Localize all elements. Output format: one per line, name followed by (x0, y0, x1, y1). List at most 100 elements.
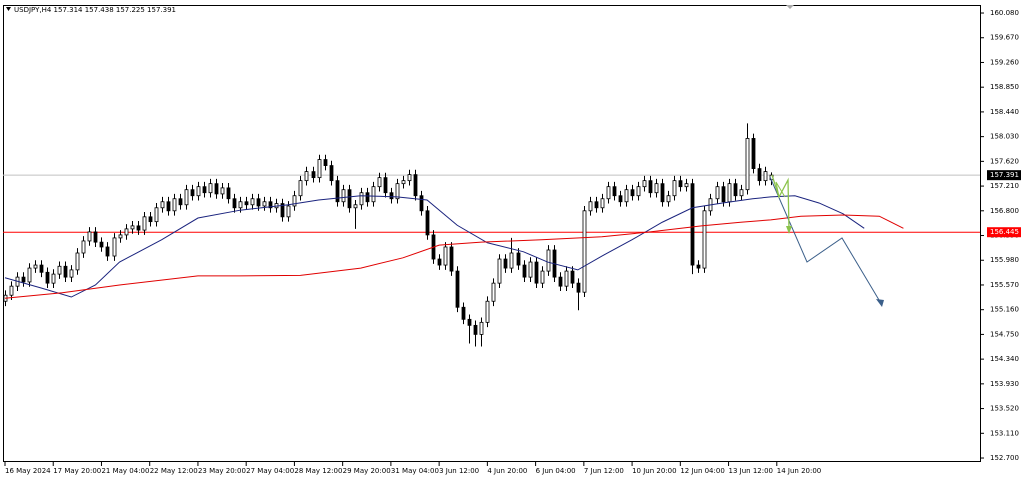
candle-body (148, 216, 153, 223)
y-tick-label: 158.030 (990, 133, 1019, 141)
plot-frame (3, 5, 981, 462)
candle-body (678, 180, 683, 188)
candle-body (154, 207, 159, 223)
candle-body (130, 225, 135, 230)
candle-body (208, 183, 213, 194)
x-tick-label: 3 Jun 12:00 (439, 467, 479, 475)
candle-body (642, 180, 647, 188)
candle-body (359, 192, 364, 206)
candle-body (142, 216, 147, 231)
candle-body (528, 261, 533, 278)
candle-body (588, 201, 593, 212)
candle-body (21, 276, 26, 283)
candle-body (196, 186, 201, 197)
x-tick-label: 14 Jun 20:00 (777, 467, 821, 475)
x-tick-label: 27 May 04:00 (246, 467, 294, 475)
x-tick-label: 13 Jun 12:00 (729, 467, 773, 475)
candle-body (93, 231, 98, 243)
shift-marker (786, 5, 794, 9)
candle-body (280, 203, 285, 218)
y-tick-label: 159.260 (990, 58, 1019, 66)
candle-body (311, 171, 316, 179)
candle-body (166, 201, 171, 212)
candle-body (365, 192, 370, 203)
candle-body (751, 138, 756, 169)
candle-body (377, 177, 382, 188)
chart-title: USDJPY,H4 157.314 157.438 157.225 157.39… (14, 6, 176, 14)
zigzag-arrow (771, 174, 790, 231)
candle-body (136, 225, 141, 231)
candle-body (413, 174, 418, 197)
candle-body (594, 201, 599, 209)
price-label: 156.445 (990, 228, 1019, 236)
x-tick-label: 29 May 20:00 (343, 467, 391, 475)
candle-body (118, 234, 123, 239)
candle-body (286, 205, 291, 218)
y-tick-label: 155.160 (990, 306, 1019, 314)
candle-body (757, 168, 762, 182)
candle-body (226, 187, 231, 200)
candle-body (45, 271, 50, 284)
candle-body (636, 186, 641, 197)
candle-body (335, 180, 340, 203)
y-tick-label: 159.670 (990, 34, 1019, 42)
candle-body (220, 187, 225, 195)
candle-body (461, 306, 466, 320)
candle-body (63, 265, 68, 278)
x-tick-label: 4 Jun 20:00 (487, 467, 527, 475)
y-tick-label: 153.520 (990, 405, 1019, 413)
candle-body (99, 241, 104, 248)
candle-body (491, 282, 496, 302)
candle-body (449, 246, 454, 272)
candle-body (715, 186, 720, 200)
candle-body (371, 186, 376, 203)
candle-body (268, 201, 273, 209)
candle-body (546, 249, 551, 272)
candle-body (341, 189, 346, 203)
candle-body (419, 195, 424, 212)
candle-body (178, 198, 183, 206)
candle-body (9, 285, 14, 296)
candle-body (672, 180, 677, 197)
arrow-head (786, 226, 792, 234)
candle-body (540, 270, 545, 284)
candle-body (654, 183, 659, 194)
candle-body (739, 189, 744, 197)
x-tick-label: 23 May 20:00 (198, 467, 246, 475)
candle-body (401, 180, 406, 185)
candle-body (190, 189, 195, 197)
candle-body (684, 183, 689, 188)
candle-body (81, 240, 86, 254)
candle-body (262, 201, 267, 207)
y-tick-label: 156.800 (990, 207, 1019, 215)
candle-body (407, 174, 412, 182)
candle-body (304, 171, 309, 182)
candle-body (733, 183, 738, 197)
y-tick-label: 153.110 (990, 429, 1019, 437)
candle-body (51, 273, 56, 284)
arrow-head (876, 299, 884, 307)
candle-body (250, 198, 255, 206)
candle-body (570, 270, 575, 284)
candle-body (87, 231, 92, 242)
drawn-objects (6, 5, 884, 307)
y-tick-label: 158.850 (990, 83, 1019, 91)
candle-body (292, 195, 297, 207)
x-tick-label: 17 May 20:00 (53, 467, 101, 475)
y-tick-label: 158.440 (990, 108, 1019, 116)
candle-body (534, 261, 539, 284)
candle-body (317, 159, 322, 179)
candle-body (666, 195, 671, 203)
x-tick-label: 28 May 12:00 (294, 467, 342, 475)
candle-body (576, 282, 581, 293)
price-label: 157.391 (990, 171, 1019, 179)
candle-body (660, 183, 665, 203)
candle-body (75, 252, 80, 271)
y-tick-label: 153.930 (990, 380, 1019, 388)
candle-body (600, 198, 605, 209)
candle-body (238, 201, 243, 209)
candle-body (473, 324, 478, 335)
x-tick-label: 21 May 04:00 (101, 467, 149, 475)
